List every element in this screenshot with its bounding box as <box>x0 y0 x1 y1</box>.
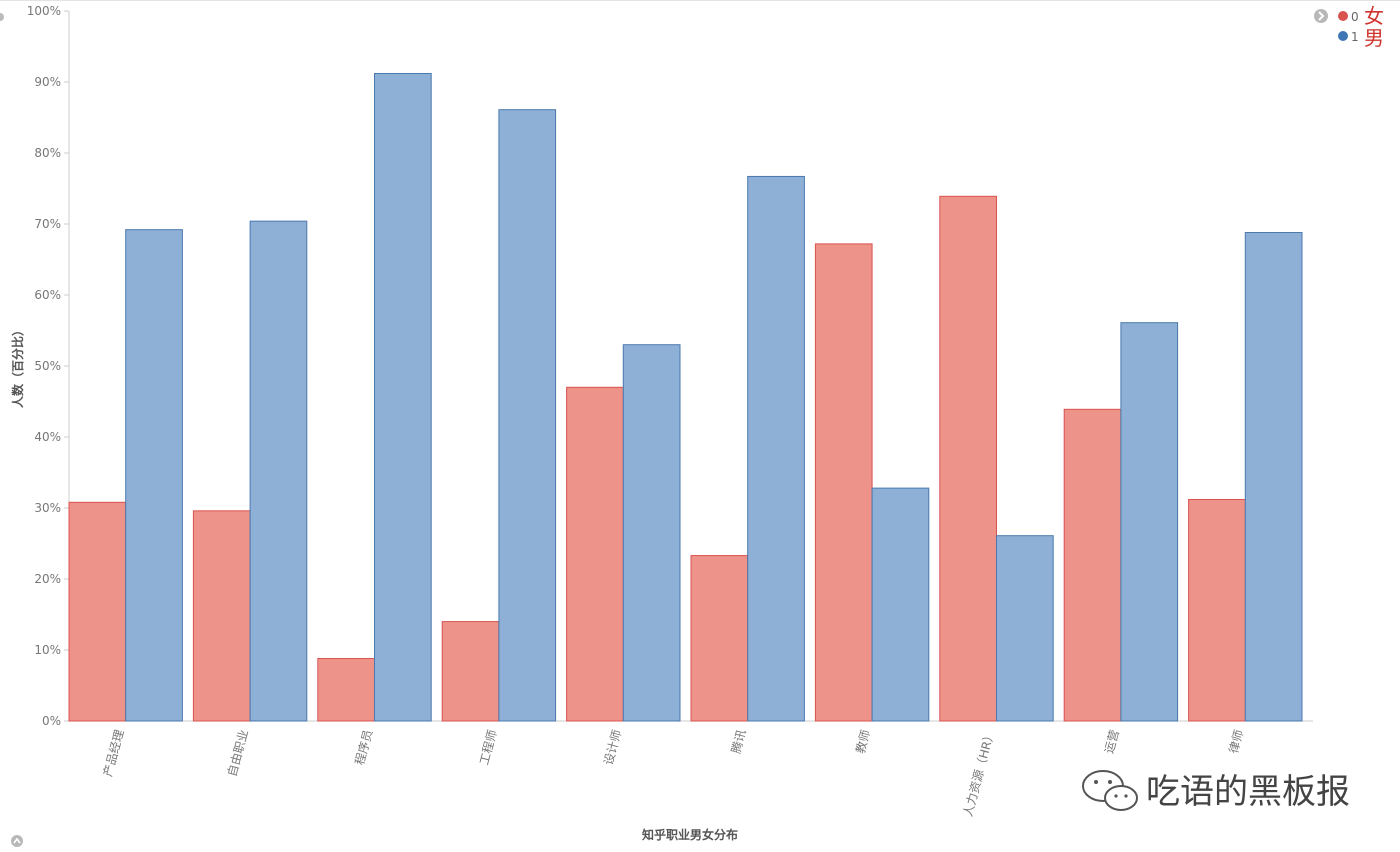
wechat-icon <box>1082 770 1138 811</box>
watermark: 吃语的黑板报 <box>1082 770 1350 812</box>
y-tick-label: 90% <box>34 75 61 89</box>
x-category-label: 工程师 <box>476 728 500 767</box>
bar-series-1-2[interactable] <box>374 72 432 722</box>
bars <box>68 72 1303 722</box>
watermark-text: 吃语的黑板报 <box>1146 772 1350 812</box>
bar-series-0-5[interactable] <box>690 555 749 722</box>
bar-series-0-3[interactable] <box>441 621 500 722</box>
x-category-label: 设计师 <box>601 728 624 766</box>
bar-series-0-2[interactable] <box>317 658 375 722</box>
bar-series-0-9[interactable] <box>1188 498 1246 722</box>
bar-series-0-1[interactable] <box>192 510 251 722</box>
legend-label-1: 1 <box>1351 30 1359 44</box>
x-category-label: 运营 <box>1102 728 1122 755</box>
legend-annotation-0: 女 <box>1364 4 1384 28</box>
x-category-label: 程序员 <box>352 728 376 767</box>
legend-item-0[interactable]: 0 女 <box>1338 4 1384 28</box>
bar-series-1-7[interactable] <box>996 535 1054 722</box>
y-tick-label: 70% <box>34 217 61 231</box>
y-tick-label: 60% <box>34 288 61 302</box>
bar-series-1-5[interactable] <box>747 175 805 722</box>
bar-series-0-0[interactable] <box>68 501 127 722</box>
legend-dot-1 <box>1338 31 1348 41</box>
corner-control-icon[interactable] <box>0 13 4 21</box>
y-axis-title: 人数（百分比） <box>10 324 25 408</box>
category-labels: 产品经理 自由职业 程序员 工程师 设计师 腾讯 教师 人力资源（HR） 运营 律师 <box>101 728 1247 818</box>
y-tick-label: 30% <box>34 501 61 515</box>
legend-annotation-1: 男 <box>1364 26 1384 50</box>
y-tick-label: 40% <box>34 430 61 444</box>
x-category-label: 产品经理 <box>101 728 127 778</box>
bar-series-1-9[interactable] <box>1244 232 1303 722</box>
y-tick-label: 100% <box>27 4 61 18</box>
legend: 0 女 1 男 <box>1314 4 1384 50</box>
bar-series-1-3[interactable] <box>498 109 557 722</box>
bar-series-1-8[interactable] <box>1120 322 1179 722</box>
bar-series-0-4[interactable] <box>566 386 624 722</box>
y-tick-label: 80% <box>34 146 61 160</box>
x-category-label: 自由职业 <box>225 728 251 778</box>
bar-series-1-4[interactable] <box>622 344 681 722</box>
y-tick-label: 0% <box>42 714 61 728</box>
legend-toggle-icon[interactable] <box>1314 9 1328 23</box>
x-category-label: 教师 <box>852 728 873 755</box>
bar-series-1-6[interactable] <box>871 487 930 722</box>
legend-dot-0 <box>1338 11 1348 21</box>
y-tick-label: 10% <box>34 643 61 657</box>
y-tick-label: 20% <box>34 572 61 586</box>
y-tick-label: 50% <box>34 359 61 373</box>
x-category-label: 人力资源（HR） <box>961 728 998 818</box>
bar-series-0-8[interactable] <box>1063 408 1122 722</box>
x-axis-title: 知乎职业男女分布 <box>641 827 738 842</box>
x-category-label: 腾讯 <box>728 728 749 755</box>
x-category-label: 律师 <box>1226 728 1246 755</box>
bar-series-0-7[interactable] <box>939 195 997 722</box>
legend-item-1[interactable]: 1 男 <box>1338 26 1384 50</box>
bar-series-1-1[interactable] <box>249 220 308 722</box>
bar-series-0-6[interactable] <box>814 243 873 722</box>
legend-label-0: 0 <box>1351 10 1359 24</box>
scroll-up-icon[interactable] <box>11 835 23 847</box>
bar-series-1-0[interactable] <box>125 229 183 722</box>
